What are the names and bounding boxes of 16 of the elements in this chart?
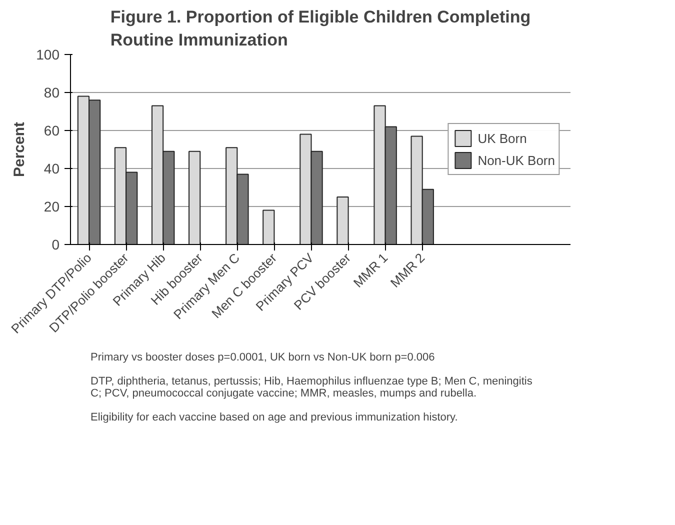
chart-title: Figure 1. Proportion of Eligible Children Completing Routine Immunization xyxy=(110,8,531,50)
y-tick-label: 0 xyxy=(52,236,60,252)
y-tick-label: 40 xyxy=(44,160,60,176)
bar xyxy=(188,150,201,244)
text: DTP, diphtheria, tetanus, pertussis; Hib, Haemophilus influenzae type B; Men C, meningitis C; PCV, pneumococcal conjugate vaccine; MMR, measles, mumps and rubella. xyxy=(90,376,533,400)
bar xyxy=(262,210,275,244)
bar xyxy=(336,196,349,244)
y-tick-label: 80 xyxy=(44,84,60,100)
text: Eligibility for each vaccine based on age and previous immunization history. xyxy=(90,412,458,424)
text: Primary vs booster doses p=0.0001, UK born vs Non-UK born p=0.006 xyxy=(90,352,435,364)
legend-label: Non-UK Born xyxy=(478,152,555,168)
y-axis-title: Percent xyxy=(11,122,28,178)
y-tick-label: 60 xyxy=(44,122,60,138)
legend-label: UK Born xyxy=(478,130,527,146)
y-tick-label: 20 xyxy=(44,198,60,214)
y-tick-label: 100 xyxy=(36,46,60,62)
